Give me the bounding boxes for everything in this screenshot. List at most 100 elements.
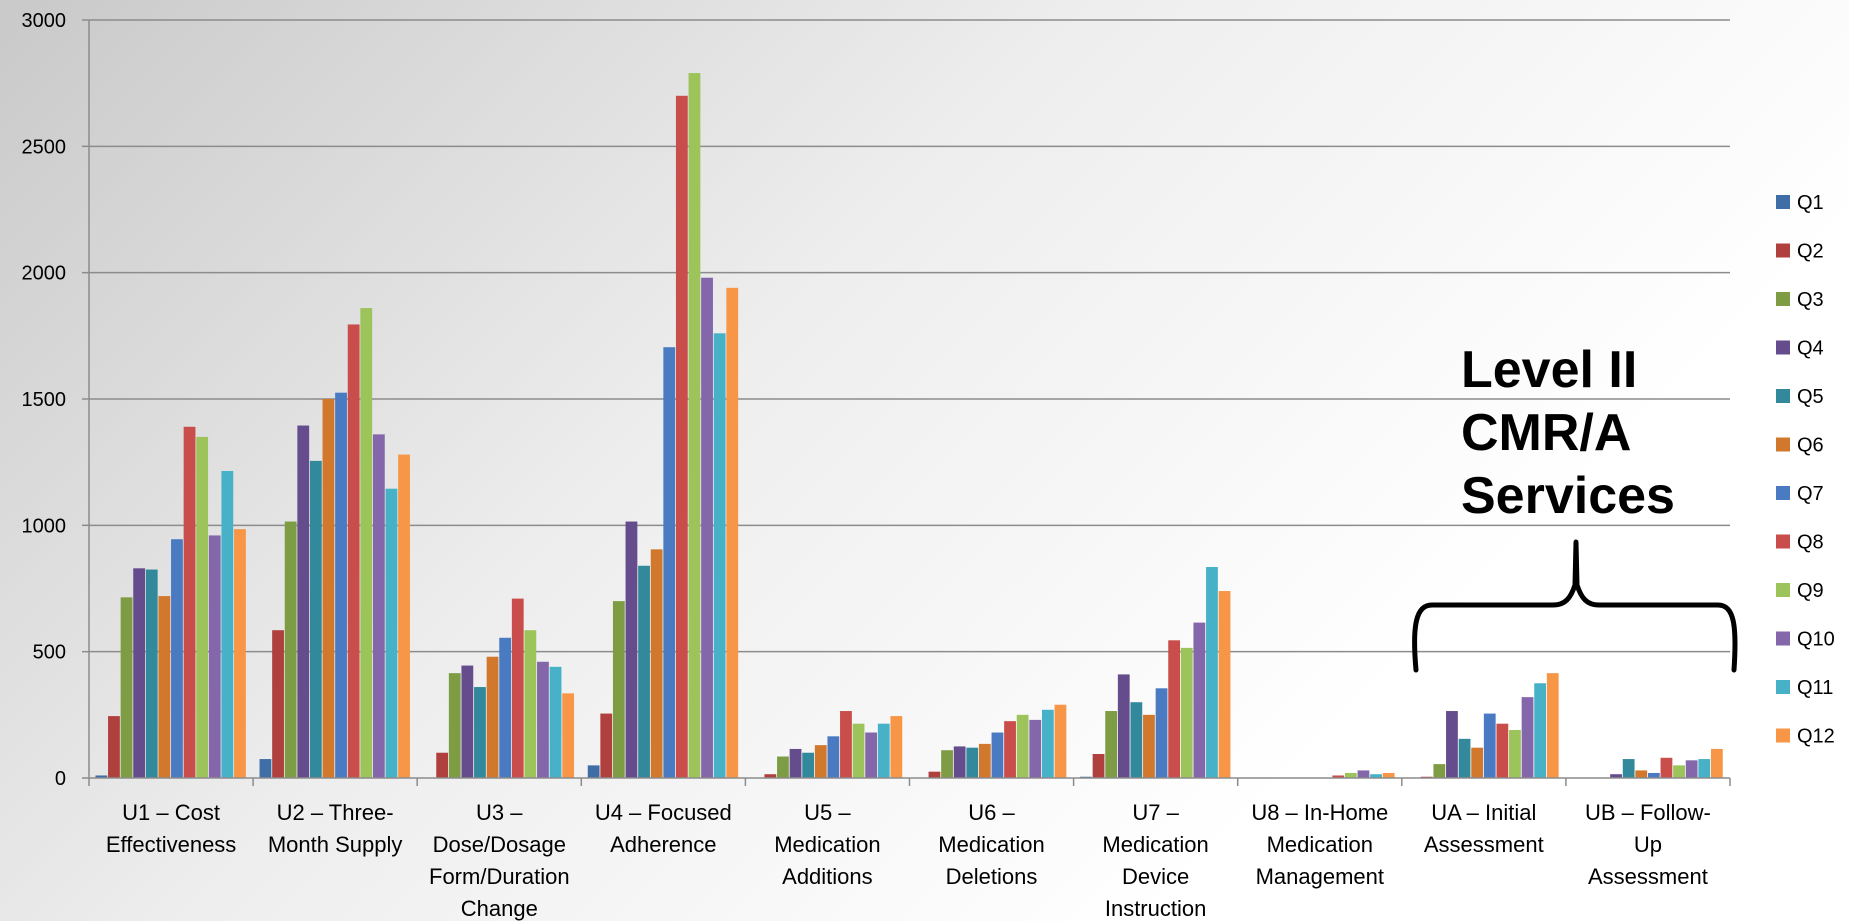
bar-q11-cat10	[1698, 759, 1711, 778]
bar-q9-cat1	[196, 436, 209, 778]
bar-q4-cat9	[1446, 711, 1458, 778]
annotation-brace	[1412, 539, 1738, 673]
bar-q8-cat10	[1660, 757, 1673, 778]
legend-label-q2: Q2	[1797, 241, 1824, 263]
bar-q9-cat6	[1016, 714, 1029, 778]
annotation-level-ii: Level II CMR/A Services	[1412, 341, 1738, 673]
category-label: U5 – Medication Additions	[774, 800, 880, 889]
annotation-line-2: CMR/A	[1461, 404, 1631, 462]
bar-q3-cat9	[1433, 764, 1446, 778]
bar-q4-cat5	[789, 748, 802, 778]
bar-q5-cat6	[966, 747, 979, 778]
category-label: U3 – Dose/Dosage Form/Duration Change	[429, 800, 570, 921]
bar-q7-cat3	[499, 637, 512, 778]
bar-q12-cat7	[1218, 591, 1231, 778]
legend-swatch-q8	[1776, 534, 1790, 549]
bar-q12-cat8	[1382, 772, 1395, 778]
bar-q4-cat7	[1117, 674, 1130, 778]
bar-q7-cat9	[1483, 713, 1496, 778]
bars	[95, 73, 1723, 779]
bar-q7-cat2	[335, 392, 347, 778]
bar-q10-cat5	[865, 732, 878, 778]
bar-q12-cat4	[726, 287, 739, 778]
category-label: U4 – Focused Adherence	[595, 800, 732, 857]
bar-q8-cat9	[1496, 723, 1509, 778]
bar-q10-cat7	[1193, 622, 1206, 778]
bar-q6-cat9	[1471, 747, 1484, 778]
legend-swatch-q2	[1776, 243, 1790, 258]
legend-swatch-q5	[1776, 389, 1790, 403]
legend-label-q5: Q5	[1797, 386, 1824, 408]
bar-q2-cat3	[436, 752, 449, 778]
bar-q2-cat7	[1092, 754, 1105, 778]
category-label: U6 – Medication Deletions	[938, 800, 1044, 889]
bar-q6-cat5	[814, 745, 827, 778]
bar-q4-cat2	[297, 425, 310, 778]
legend-label-q7: Q7	[1797, 483, 1824, 505]
bar-q6-cat7	[1143, 714, 1155, 778]
legend-swatch-q3	[1776, 292, 1790, 306]
bar-q8-cat2	[347, 324, 360, 778]
bar-q7-cat7	[1155, 688, 1168, 778]
legend-label-q12: Q12	[1797, 726, 1835, 748]
annotation-line-3: Services	[1461, 467, 1675, 525]
bar-q5-cat7	[1130, 702, 1143, 778]
bar-q9-cat4	[688, 73, 701, 778]
category-label: UB – Follow-Up Assessment	[1585, 800, 1711, 889]
y-tick-label: 1000	[22, 515, 67, 537]
bar-q11-cat8	[1370, 774, 1382, 778]
bar-q7-cat6	[991, 732, 1004, 778]
y-axis-tick-labels: 0 500 1000 1500 2000 2500 3000	[22, 10, 67, 790]
bar-q6-cat4	[650, 549, 663, 778]
x-axis	[88, 20, 1731, 786]
bar-q10-cat10	[1685, 760, 1698, 778]
bar-q8-cat1	[183, 426, 196, 778]
bar-q6-cat1	[158, 596, 171, 778]
x-axis-category-labels: U1 – Cost Effectiveness U2 – Three-Month S…	[106, 800, 1711, 921]
bar-q11-cat4	[713, 333, 726, 778]
bar-q8-cat4	[675, 95, 688, 779]
bar-q9-cat3	[524, 630, 537, 778]
bar-q1-cat4	[587, 765, 600, 778]
y-tick-label: 1500	[22, 389, 67, 411]
legend-label-q8: Q8	[1797, 532, 1824, 554]
bar-q10-cat6	[1029, 719, 1042, 778]
bar-q9-cat5	[852, 723, 865, 778]
legend-label-q1: Q1	[1797, 192, 1824, 214]
legend-swatch-q9	[1776, 583, 1790, 597]
bar-q3-cat7	[1105, 711, 1118, 778]
y-tick-label: 2500	[22, 136, 67, 158]
bar-q11-cat3	[549, 666, 562, 778]
bar-q12-cat5	[890, 716, 903, 778]
bar-q1-cat2	[259, 759, 272, 778]
bar-q1-cat1	[95, 775, 108, 778]
legend-swatch-q11	[1776, 680, 1790, 694]
bar-q12-cat9	[1546, 673, 1559, 778]
bar-q5-cat10	[1622, 759, 1635, 778]
bar-q9-cat2	[360, 308, 373, 778]
bar-q8-cat7	[1168, 640, 1181, 778]
bar-q2-cat4	[600, 713, 613, 778]
bar-q10-cat9	[1521, 697, 1534, 778]
y-tick-label: 3000	[22, 10, 67, 32]
bar-q6-cat6	[978, 743, 991, 778]
bar-q5-cat1	[145, 569, 158, 778]
bar-q9-cat9	[1509, 729, 1521, 778]
category-label: U8 – In-Home Medication Management	[1251, 800, 1388, 889]
category-label: U1 – Cost Effectiveness	[106, 800, 236, 857]
bar-q10-cat2	[372, 434, 385, 778]
bar-q7-cat10	[1647, 772, 1660, 778]
bar-q10-cat1	[208, 535, 221, 778]
legend-label-q4: Q4	[1797, 338, 1824, 360]
y-tick-label: 500	[33, 642, 66, 664]
bar-q9-cat7	[1180, 647, 1193, 778]
bar-q4-cat1	[133, 568, 146, 778]
bar-q7-cat4	[663, 347, 676, 778]
bar-q5-cat3	[474, 687, 486, 778]
bar-q10-cat3	[537, 661, 549, 778]
bar-q3-cat5	[777, 756, 789, 778]
bar-q5-cat2	[309, 460, 322, 778]
legend-label-q10: Q10	[1797, 629, 1835, 651]
bar-q3-cat1	[120, 597, 133, 778]
bar-q3-cat2	[284, 521, 297, 778]
